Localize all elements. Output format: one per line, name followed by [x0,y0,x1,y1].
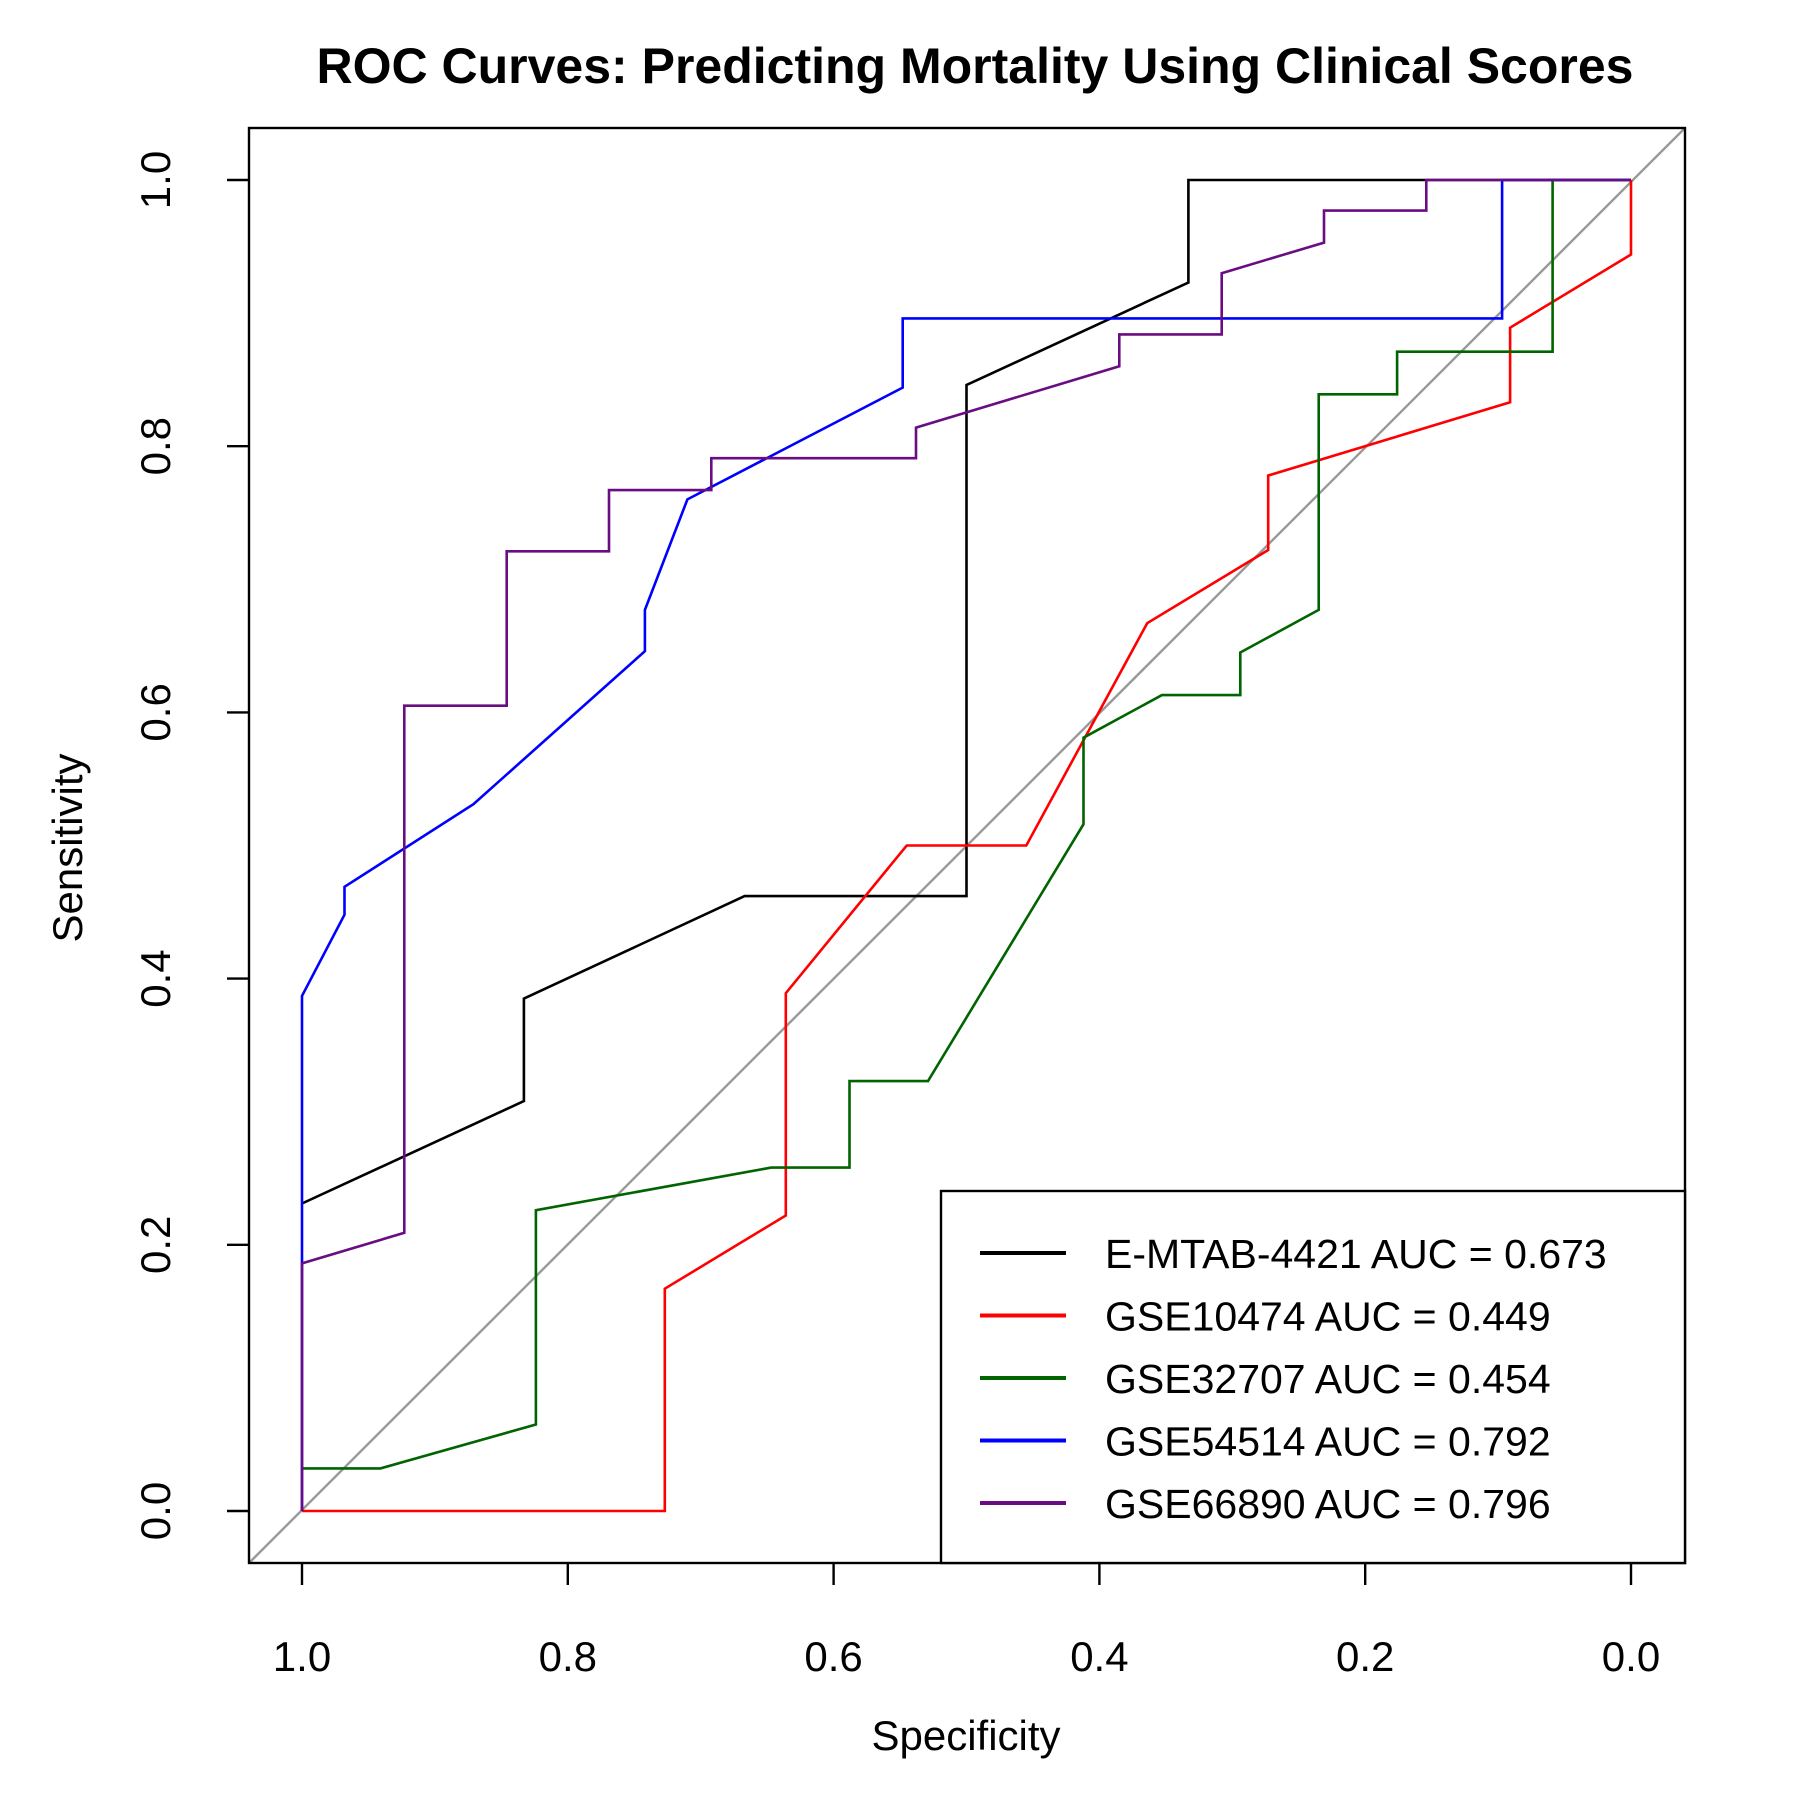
x-tick-label: 0.0 [1602,1633,1660,1680]
y-tick-label: 0.2 [132,1216,179,1274]
x-axis-label: Specificity [871,1712,1060,1759]
y-tick-label: 0.6 [132,683,179,741]
plot-area: 1.0 0.8 0.6 0.4 0.2 0.0 0.0 0.2 0.4 0.6 0.8 1.0 E-MT… [132,126,1687,1680]
y-tick-label: 1.0 [132,151,179,209]
legend-label-2: GSE10474 AUC = 0.449 [1105,1294,1551,1340]
y-tick-label: 0.8 [132,417,179,475]
legend-label-3: GSE32707 AUC = 0.454 [1105,1356,1551,1402]
roc-curve-2 [302,180,1633,1513]
x-tick-label: 0.6 [804,1633,862,1680]
chart-title: ROC Curves: Predicting Mortality Using C… [317,38,1634,94]
x-tick-label: 0.8 [539,1633,597,1680]
y-tick-label: 0.0 [132,1482,179,1540]
y-axis-label: Sensitivity [44,753,91,942]
roc-curve-1 [301,178,1631,1205]
roc-curve-5 [300,178,1631,1511]
x-tick-label: 0.2 [1336,1633,1394,1680]
legend-label-1: E-MTAB-4421 AUC = 0.673 [1105,1231,1607,1277]
x-tick-label: 0.4 [1070,1633,1128,1680]
y-tick-label: 0.4 [132,949,179,1007]
legend-label-5: GSE66890 AUC = 0.796 [1105,1481,1551,1527]
roc-curve-3 [302,178,1631,1470]
x-tick-label: 1.0 [273,1633,331,1680]
legend-label-4: GSE54514 AUC = 0.792 [1105,1419,1551,1465]
roc-curve-4 [300,178,1631,1511]
